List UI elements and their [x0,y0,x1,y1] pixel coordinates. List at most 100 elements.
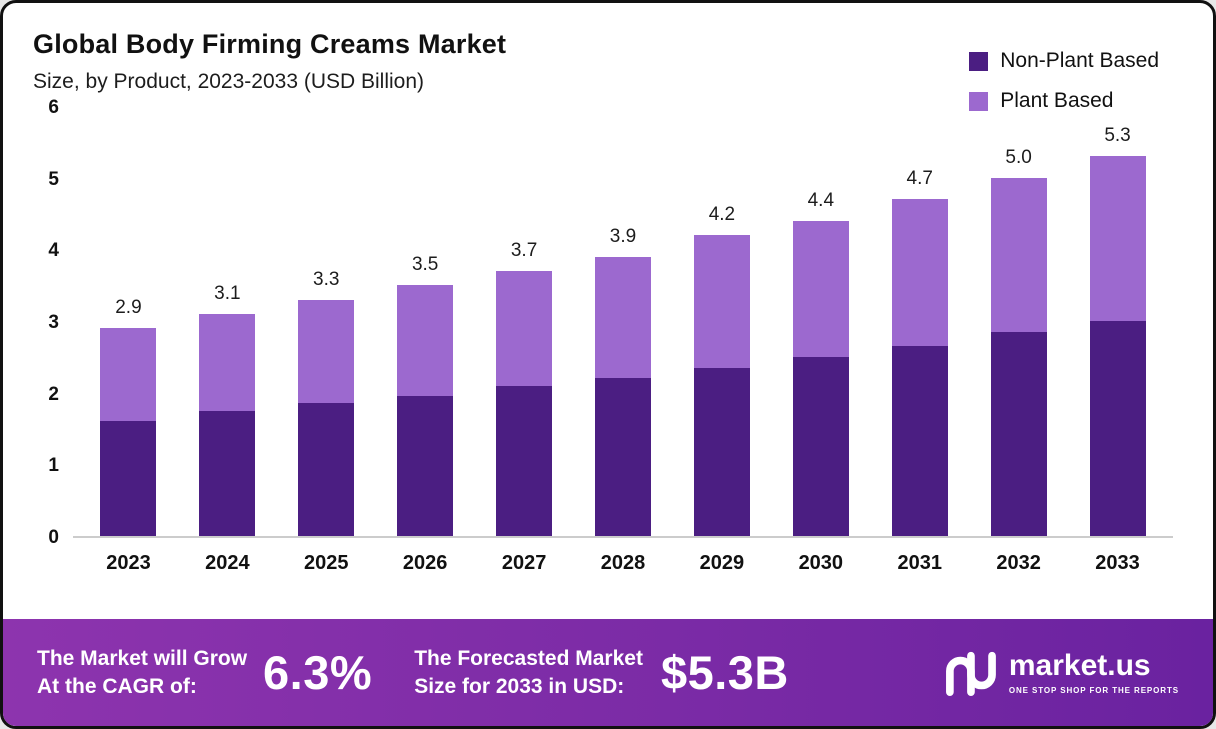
y-tick-label: 3 [48,312,59,333]
segment-plant-based [100,328,157,422]
bar-column: 3.3 [298,108,355,536]
y-axis: 0 1 2 3 4 5 6 [21,97,73,548]
segment-non-plant-based [594,378,651,536]
forecast-value: $5.3B [660,646,789,699]
brand-logo: market.us ONE STOP SHOP FOR THE REPORTS [941,650,1179,696]
segment-non-plant-based [792,356,849,536]
header: Global Body Firming Creams Market Size, … [3,3,1213,94]
bar-column: 2.9 [100,108,157,536]
segment-non-plant-based [990,331,1047,536]
x-tick-label: 2027 [501,552,547,574]
bar-stack [397,285,454,536]
segment-plant-based [693,235,750,368]
bar-total-label: 3.7 [510,239,538,261]
cagr-label-line1: The Market will Grow [37,647,248,671]
segment-plant-based [199,313,256,411]
x-tick-label: 2023 [106,552,151,574]
bar-stack [891,199,948,536]
bar-stack [100,328,157,536]
legend-label: Plant Based [1000,89,1114,112]
bar-total-label: 5.3 [1104,125,1131,147]
x-tick-label: 2025 [304,552,349,574]
bar-column: 4.4 [792,108,849,536]
x-axis: 2023 2024 2025 2026 2027 2028 2029 2030 2031 2032… [73,552,1173,575]
x-tick-label: 2030 [798,552,844,574]
bar-stack [792,220,849,536]
bar-total-label: 3.1 [214,282,241,304]
bar-total-label: 4.7 [906,168,933,190]
segment-plant-based [298,299,355,404]
segment-non-plant-based [1089,321,1146,536]
bar-stack [1089,156,1146,536]
y-tick-label: 1 [48,455,59,477]
legend: Non-Plant Based Plant Based [969,49,1159,113]
bar-total-label: 3.5 [411,254,439,276]
x-tick-label: 2029 [699,552,745,574]
y-tick-label: 2 [48,383,59,405]
y-tick-label: 6 [48,97,59,118]
chart-title: Global Body Firming Creams Market [33,29,507,59]
brand-text: market.us ONE STOP SHOP FOR THE REPORTS [1008,648,1179,695]
bar-stack [199,313,256,536]
segment-non-plant-based [496,385,553,536]
segment-plant-based [990,177,1047,332]
bar-stack [594,256,651,536]
plot-area: 2.9 3.1 3.3 3.5 3.7 3.9 4.2 4.4 4.7 5.0 5.3 [73,108,1173,538]
x-tick-label: 2031 [897,552,942,574]
segment-plant-based [792,220,849,357]
cagr-label: The Market will Grow At the CAGR of: [37,645,247,700]
segment-non-plant-based [693,367,750,536]
x-tick-label: 2024 [205,552,250,574]
bar-column: 3.5 [397,108,454,536]
bar-stack [990,177,1047,536]
market-us-logo-icon [945,651,996,696]
bar-total-label: 4.2 [708,204,736,226]
segment-non-plant-based [891,346,948,536]
bar-column: 4.2 [693,108,750,536]
bar-total-label: 5.0 [1005,146,1032,168]
brand-name: market.us [1008,648,1151,682]
brand-tagline: ONE STOP SHOP FOR THE REPORTS [1008,685,1179,695]
legend-swatch [969,91,989,111]
bar-stack [298,299,355,536]
y-tick-label: 0 [48,527,59,548]
segment-non-plant-based [397,396,454,536]
x-tick-label: 2032 [996,552,1041,574]
y-tick-label: 4 [48,240,59,262]
forecast-label-line1: The Forecasted Market [414,647,643,671]
segment-non-plant-based [100,421,157,536]
forecast-label: The Forecasted Market Size for 2033 in U… [414,645,643,700]
x-tick-label: 2028 [600,552,646,574]
y-tick-label: 5 [48,168,59,190]
bar-total-label: 3.9 [609,225,637,247]
plot-wrap: 2.9 3.1 3.3 3.5 3.7 3.9 4.2 4.4 4.7 5.0 5.3 2023 20… [73,108,1173,575]
bar-column: 3.7 [496,108,553,536]
segment-non-plant-based [199,410,256,536]
footer-banner: The Market will Grow At the CAGR of: 6.3… [3,619,1213,726]
bar-column: 3.9 [594,108,651,536]
legend-label: Non-Plant Based [1000,49,1159,72]
bar-total-label: 4.4 [807,189,835,211]
stacked-bar-chart: 0 1 2 3 4 5 6 2.9 3.1 3.3 3.5 3.7 3.9 4.2 4.4 4.7 5.0 5.… [21,97,1173,575]
x-tick-label: 2026 [402,552,448,574]
segment-plant-based [891,199,948,347]
bar-column: 4.7 [891,108,948,536]
segment-non-plant-based [298,403,355,536]
x-tick-label: 2033 [1095,552,1140,574]
bar-total-label: 3.3 [313,268,340,290]
segment-plant-based [397,285,454,397]
bar-stack [693,235,750,536]
legend-swatch [969,51,989,71]
chart-subtitle: Size, by Product, 2023-2033 (USD Billion… [33,70,425,93]
bars-grid: 2.9 3.1 3.3 3.5 3.7 3.9 4.2 4.4 4.7 5.0 5.3 [73,108,1173,536]
segment-plant-based [594,256,651,379]
segment-plant-based [496,270,553,386]
bar-column: 5.3 [1089,108,1146,536]
legend-item-non-plant-based: Non-Plant Based [969,49,1159,73]
bar-column: 3.1 [199,108,256,536]
cagr-value: 6.3% [263,646,373,699]
bar-stack [496,270,553,536]
bar-total-label: 2.9 [115,297,142,319]
segment-plant-based [1089,156,1146,321]
